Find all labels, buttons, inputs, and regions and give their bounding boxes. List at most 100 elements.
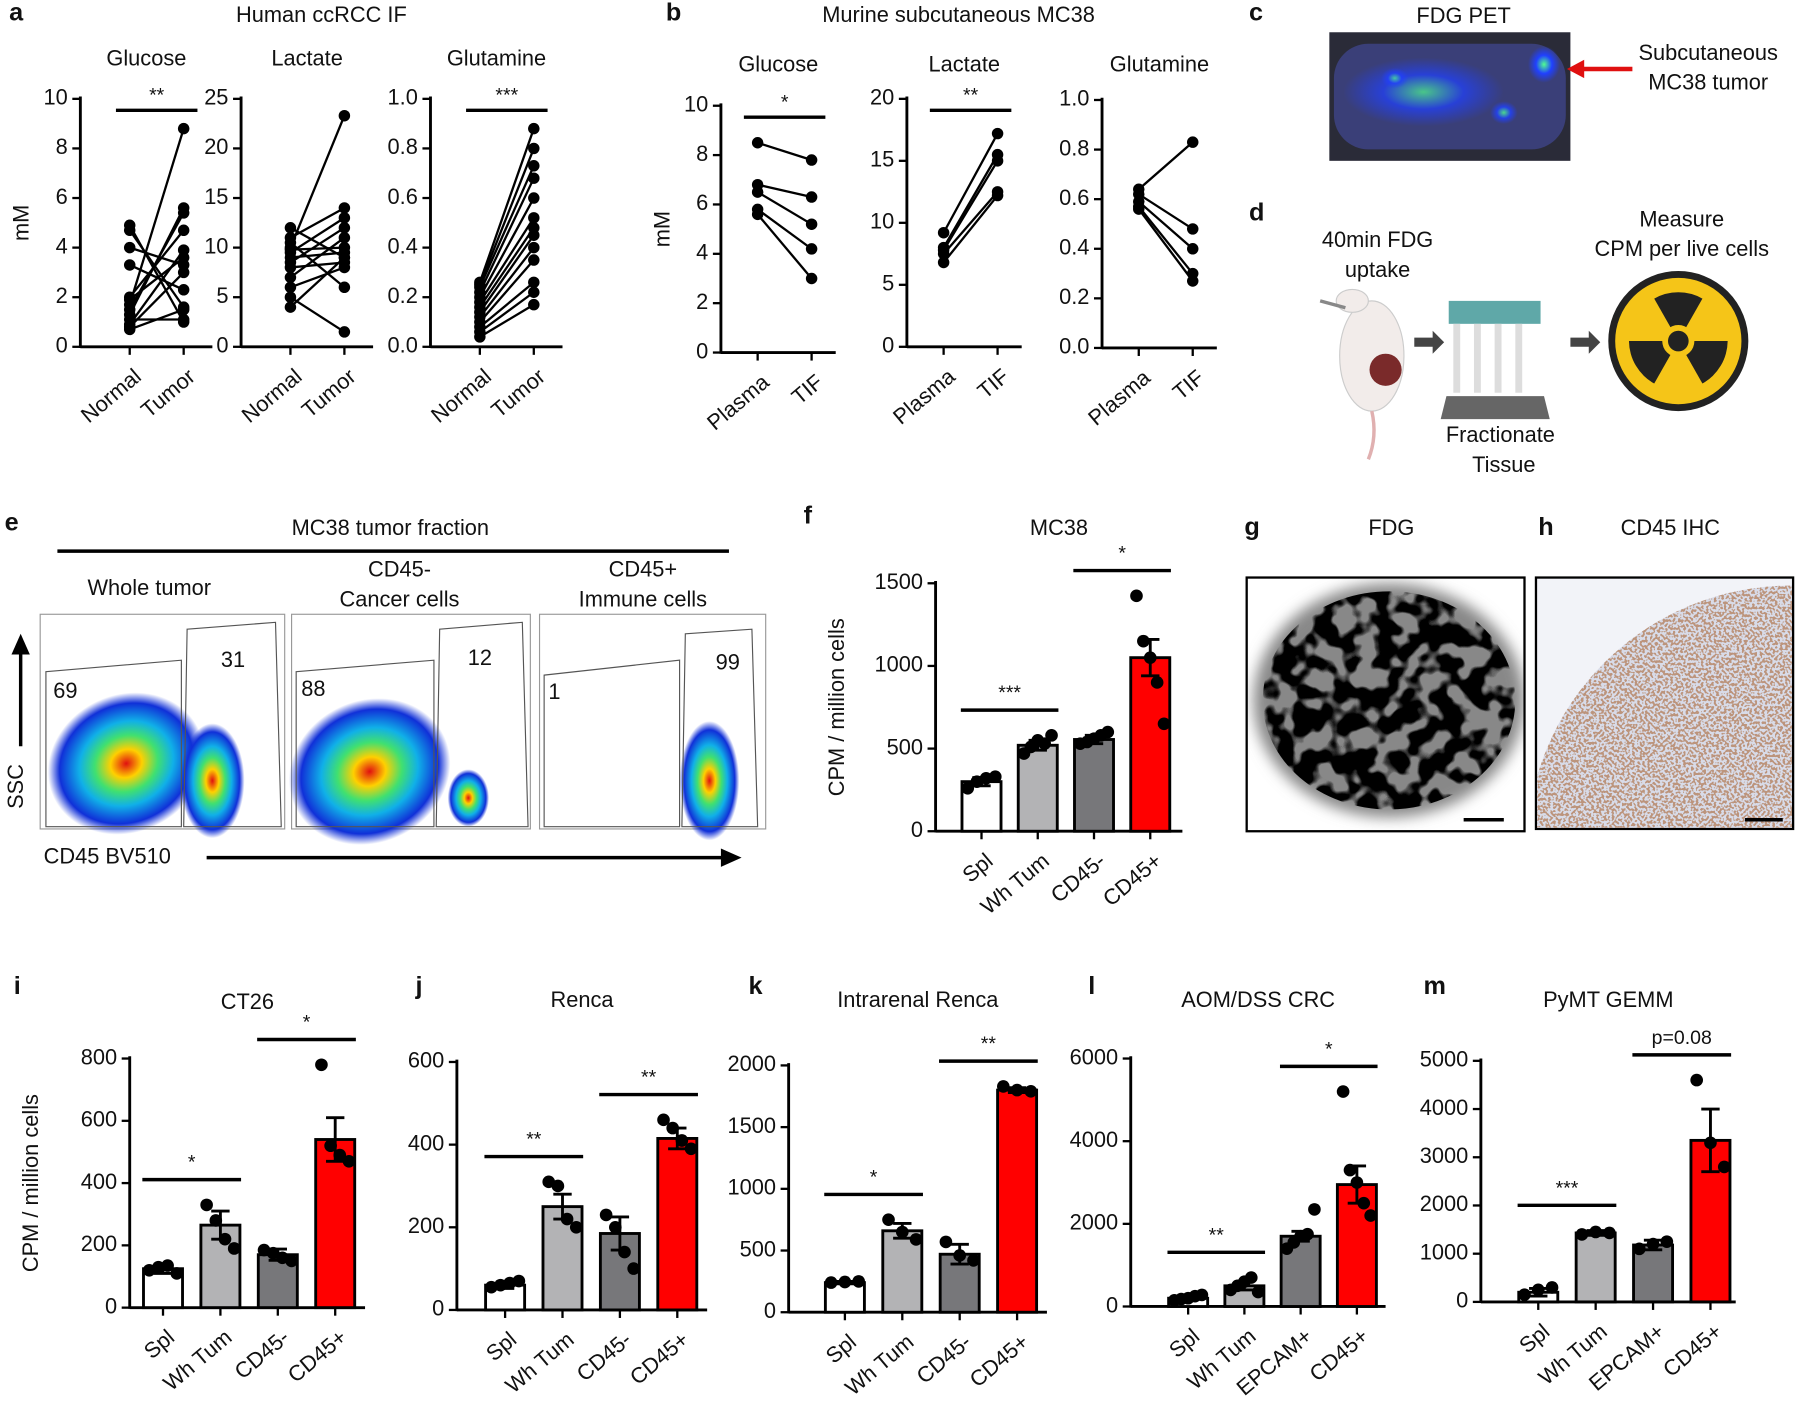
workflow-text: Measure [1639, 206, 1724, 231]
chart-title: CT26 [221, 989, 274, 1014]
dot [1343, 1163, 1357, 1177]
y-axis-label: CPM / million cells [18, 1094, 43, 1272]
dot [1038, 737, 1051, 750]
y-tick-label: 3000 [1420, 1143, 1469, 1168]
dot [338, 231, 351, 244]
x-tick-label: Spl [139, 1324, 179, 1363]
dot [852, 1275, 865, 1288]
pair-line [478, 148, 535, 286]
chart-title: Glucose [738, 51, 818, 76]
y-tick-label: 0.8 [1059, 135, 1089, 160]
dot [1244, 1271, 1258, 1284]
pair-line [289, 296, 346, 333]
pair-line [757, 183, 812, 199]
dot [177, 244, 190, 256]
pair-line [478, 197, 535, 298]
workflow-text: uptake [1345, 257, 1410, 282]
dot [1575, 1228, 1589, 1241]
mouse-icon [1319, 288, 1405, 460]
pair-line [1138, 200, 1194, 250]
dot [1137, 634, 1150, 648]
panel-label: c [1249, 0, 1263, 27]
y-axis-label: mM [9, 205, 34, 241]
dot [1251, 1285, 1265, 1299]
dot [338, 281, 351, 294]
chart-title: Glucose [106, 46, 186, 71]
dot [1186, 136, 1199, 148]
pair-line [1138, 193, 1194, 230]
panel-label: m [1423, 972, 1445, 1000]
dot [209, 1214, 223, 1227]
pair-line [289, 206, 345, 239]
y-tick-label: 2000 [1420, 1191, 1469, 1216]
bar [656, 1136, 699, 1312]
workflow-text: CPM per live cells [1595, 236, 1770, 261]
pair-line [942, 154, 999, 249]
significance-label: ** [641, 1067, 657, 1089]
dot [528, 142, 540, 155]
group-title: MC38 tumor fraction [292, 515, 489, 540]
pair-line [478, 177, 535, 293]
dot [1357, 1196, 1371, 1210]
pair-line [478, 234, 535, 313]
y-tick-label: 1000 [874, 652, 923, 677]
dot [338, 251, 351, 264]
dot [338, 202, 351, 214]
dot [528, 212, 540, 224]
gate-value: 31 [221, 647, 245, 672]
x-tick-label: Normal [76, 363, 146, 427]
y-tick-label: 10 [870, 209, 894, 234]
y-tick-label: 0 [696, 338, 708, 363]
gate-value: 1 [548, 679, 560, 704]
x-tick-label: Tumor [297, 363, 361, 422]
workflow-text: Fractionate [1446, 422, 1555, 447]
pair-line [942, 191, 999, 255]
panel-label: a [9, 0, 24, 27]
x-tick-label: CD45- [911, 1329, 975, 1389]
x-tick-label: Spl [1514, 1319, 1554, 1358]
pair-line [479, 291, 535, 333]
dot [838, 1275, 852, 1289]
bar [1129, 656, 1172, 833]
y-tick-label: 0 [911, 817, 923, 842]
chart-title: Lactate [929, 51, 1001, 76]
radiation-icon [1608, 271, 1749, 412]
y-tick-label: 4000 [1420, 1095, 1469, 1120]
dot [666, 1121, 680, 1135]
dot [284, 301, 297, 313]
dot [123, 259, 136, 271]
y-tick-label: 15 [870, 147, 894, 172]
arrow-head [720, 848, 742, 867]
y-tick-label: 1.0 [1059, 86, 1089, 111]
y-tick-label: 600 [408, 1048, 444, 1073]
dot [177, 224, 190, 236]
flow-plot [538, 613, 767, 841]
flow-plot [288, 613, 531, 845]
dot [805, 154, 818, 166]
dot [528, 254, 540, 266]
y-tick-label: 25 [204, 85, 228, 110]
pair-line [756, 213, 813, 280]
dot [177, 313, 190, 326]
dot [1150, 676, 1164, 689]
group-title: Human ccRCC IF [236, 2, 407, 27]
dot [1364, 1209, 1377, 1222]
dot [1632, 1242, 1646, 1256]
pair-line [289, 241, 346, 289]
pet-image [1329, 32, 1571, 161]
y-tick-label: 0.2 [388, 283, 418, 308]
y-tick-label: 10 [684, 91, 708, 116]
y-tick-label: 10 [204, 233, 228, 258]
dot [1690, 1073, 1703, 1087]
y-tick-label: 0.0 [1059, 334, 1089, 359]
y-tick-label: 6000 [1070, 1044, 1119, 1069]
dot [991, 127, 1004, 140]
dot [177, 122, 190, 135]
y-tick-label: 400 [408, 1130, 444, 1155]
dot [528, 229, 540, 241]
significance-label: * [303, 1012, 311, 1034]
significance-label: * [1325, 1038, 1333, 1060]
dot [528, 122, 540, 135]
x-tick-label: Spl [481, 1327, 521, 1366]
y-tick-label: 400 [81, 1169, 117, 1194]
